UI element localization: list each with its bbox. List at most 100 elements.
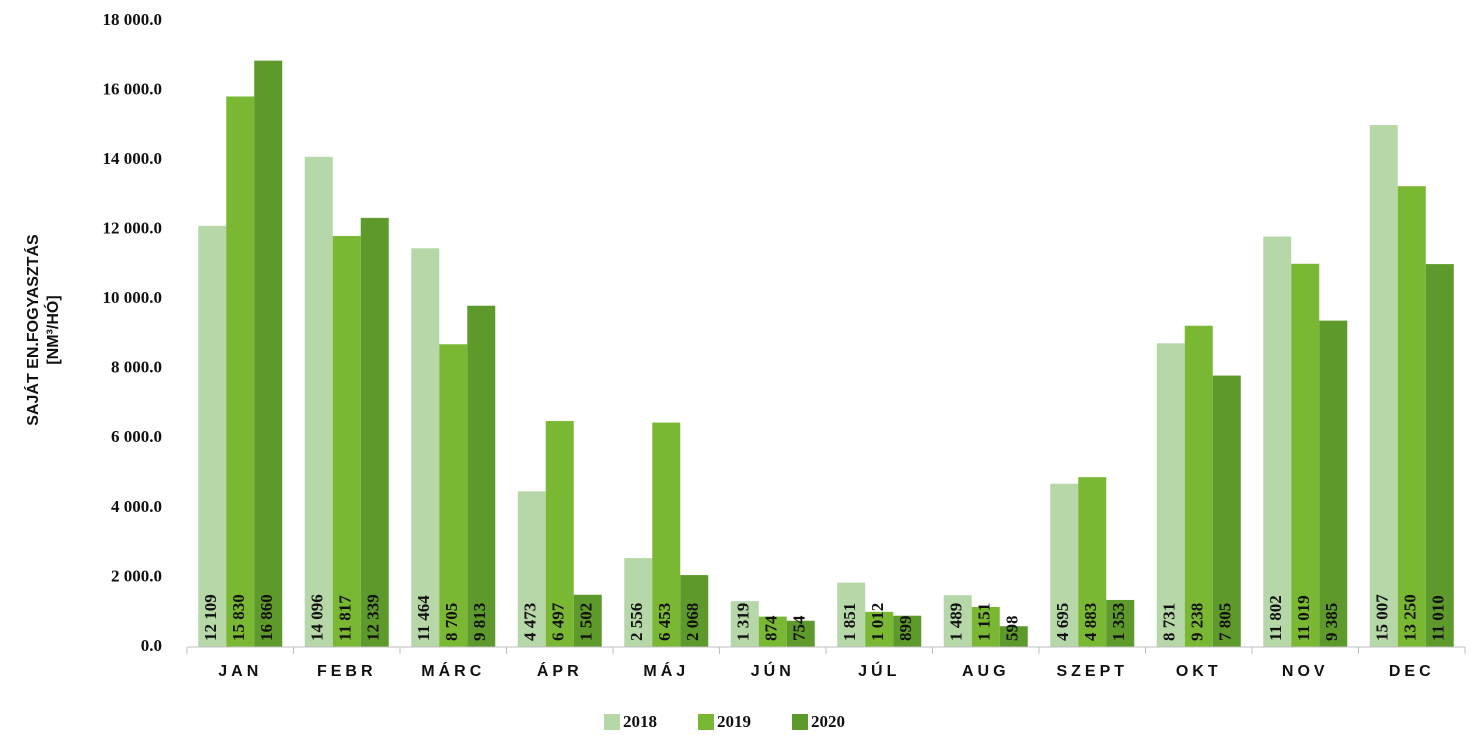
- data-label: 1 851: [840, 603, 859, 641]
- data-label: 7 805: [1216, 603, 1235, 641]
- legend-swatch: [792, 714, 808, 730]
- bar: [411, 248, 440, 647]
- data-label: 899: [896, 616, 915, 642]
- bar: [971, 606, 1000, 647]
- bar: [1050, 483, 1079, 647]
- x-tick-label: JÚN: [751, 661, 795, 680]
- data-label: 15 830: [229, 594, 248, 641]
- data-label: 4 883: [1081, 603, 1100, 641]
- bar: [1263, 236, 1292, 647]
- data-label: 13 250: [1401, 594, 1420, 641]
- legend-label: 2020: [811, 712, 845, 731]
- y-tick-label: 16 000.0: [103, 79, 163, 98]
- data-label: 9 813: [470, 603, 489, 641]
- data-label: 1 353: [1109, 603, 1128, 641]
- bar: [865, 611, 894, 647]
- legend-swatch: [698, 714, 714, 730]
- data-label: 8 705: [442, 603, 461, 641]
- data-label: 874: [762, 615, 781, 641]
- data-label: 1 012: [868, 603, 887, 641]
- x-tick-label: AUG: [962, 663, 1010, 680]
- data-label: 8 731: [1160, 603, 1179, 641]
- bar: [304, 156, 333, 647]
- legend-swatch: [604, 714, 620, 730]
- data-label: 11 019: [1294, 595, 1313, 641]
- x-tick-label: ÁPR: [537, 661, 583, 680]
- x-tick-label: JAN: [218, 663, 262, 680]
- data-label: 12 109: [201, 594, 220, 641]
- data-label: 1 151: [975, 603, 994, 641]
- bar: [360, 217, 389, 647]
- y-tick-label: 12 000.0: [103, 219, 163, 238]
- y-tick-label: 8 000.0: [111, 358, 162, 377]
- bar: [226, 96, 255, 648]
- data-label: 1 489: [947, 603, 966, 641]
- data-label: 1 319: [734, 603, 753, 641]
- y-tick-label: 14 000.0: [103, 149, 163, 168]
- bar: [1212, 375, 1241, 647]
- bar: [1319, 320, 1348, 647]
- bar: [332, 236, 361, 647]
- data-label: 6 453: [655, 603, 674, 641]
- bar: [467, 305, 496, 647]
- bar: [1078, 477, 1107, 647]
- data-label: 11 464: [414, 595, 433, 641]
- bar: [1369, 125, 1398, 647]
- data-label: 9 238: [1188, 603, 1207, 641]
- data-label: 6 497: [549, 602, 568, 641]
- bar: [573, 594, 602, 647]
- bar: [943, 595, 972, 647]
- bar: [730, 601, 759, 647]
- data-label: 9 385: [1322, 603, 1341, 641]
- y-tick-label: 0.0: [141, 636, 162, 655]
- bar: [517, 491, 546, 647]
- y-tick-label: 18 000.0: [103, 10, 163, 29]
- x-tick-label: OKT: [1176, 663, 1222, 680]
- y-tick-label: 10 000.0: [103, 288, 163, 307]
- data-label: 11 010: [1429, 595, 1448, 641]
- bar: [1156, 343, 1185, 647]
- bar: [1291, 263, 1320, 647]
- data-label: 2 068: [683, 603, 702, 641]
- bar: [1397, 186, 1426, 647]
- legend-label: 2019: [717, 712, 751, 731]
- x-tick-label: JÚL: [858, 661, 900, 680]
- bar: [1425, 264, 1454, 647]
- x-tick-label: MÁRC: [421, 661, 485, 680]
- bar: [758, 616, 787, 647]
- data-label: 4 473: [521, 603, 540, 641]
- data-label: 15 007: [1373, 594, 1392, 641]
- data-label: 598: [1003, 616, 1022, 642]
- data-label: 12 339: [364, 594, 383, 641]
- bar: [254, 60, 283, 647]
- bar: [439, 344, 468, 647]
- bar: [893, 615, 922, 647]
- data-label: 14 096: [308, 594, 327, 641]
- x-tick-label: FEBR: [317, 663, 377, 680]
- x-tick-label: DEC: [1389, 663, 1435, 680]
- legend-label: 2018: [623, 712, 657, 731]
- bar: [999, 626, 1028, 647]
- bar: [1106, 599, 1135, 647]
- x-tick-label: NOV: [1282, 663, 1329, 680]
- y-tick-label: 6 000.0: [111, 427, 162, 446]
- bar: [652, 422, 681, 647]
- y-tick-label: 4 000.0: [111, 497, 162, 516]
- x-tick-label: MÁJ: [643, 661, 689, 680]
- bar: [198, 225, 227, 647]
- data-label: 1 502: [577, 603, 596, 641]
- bar: [1184, 325, 1213, 647]
- data-label: 754: [790, 615, 809, 641]
- x-tick-label: SZEPT: [1056, 663, 1128, 680]
- data-label: 11 802: [1266, 595, 1285, 641]
- data-label: 11 817: [336, 595, 355, 641]
- bar: [786, 620, 815, 647]
- data-label: 4 695: [1053, 603, 1072, 641]
- y-tick-label: 2 000.0: [111, 566, 162, 585]
- data-label: 16 860: [257, 594, 276, 641]
- data-label: 2 556: [627, 603, 646, 641]
- bar: [837, 582, 866, 647]
- y-axis-label: SAJÁT EN.FOGYASZTÁS: [23, 234, 42, 426]
- bar: [624, 558, 653, 647]
